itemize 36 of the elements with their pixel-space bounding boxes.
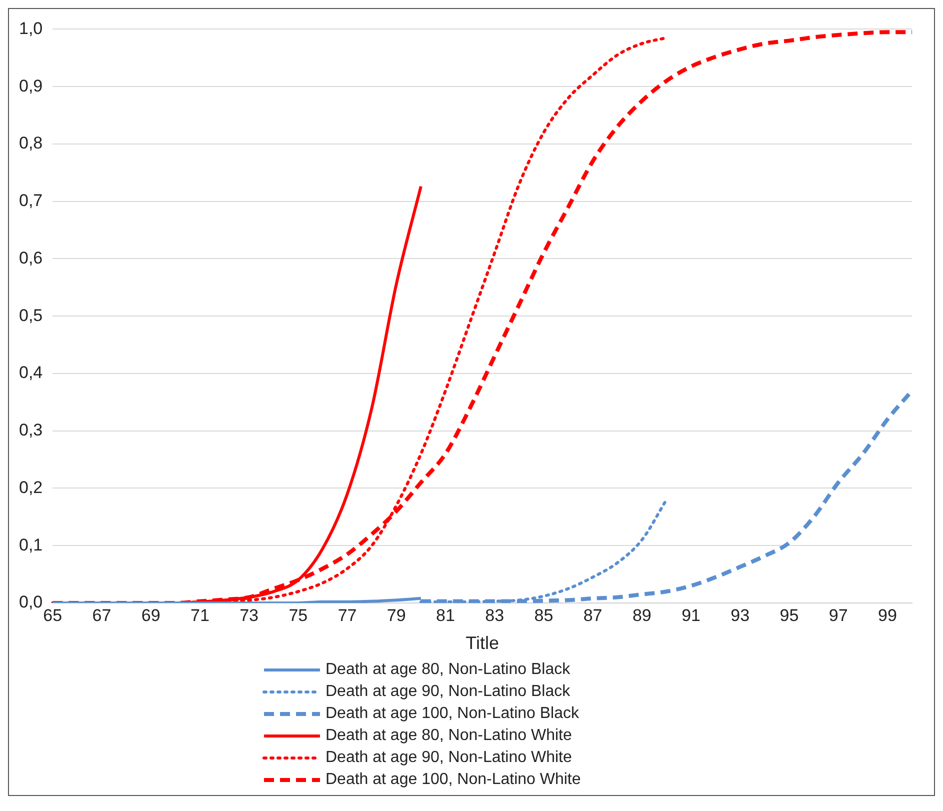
y-tick-label: 0,9 (18, 76, 43, 96)
y-tick-label: 0,1 (18, 535, 43, 554)
x-tick-label: 93 (730, 606, 750, 625)
y-tick-label: 0,6 (18, 248, 43, 268)
x-tick-label: 83 (485, 606, 504, 625)
x-tick-label: 65 (43, 606, 62, 625)
x-tick-label: 89 (632, 606, 652, 625)
y-tick-label: 0,2 (18, 478, 43, 497)
legend-label: Death at age 100, Non-Latino White (326, 770, 581, 790)
y-tick-label: 0,0 (18, 592, 43, 612)
y-tick-label: 0,8 (18, 134, 43, 153)
legend-label: Death at age 80, Non-Latino White (326, 726, 572, 746)
x-tick-label: 99 (878, 606, 897, 625)
x-tick-label: 91 (682, 606, 700, 625)
x-tick-label: 73 (240, 606, 259, 625)
x-tick-label: 67 (92, 606, 112, 625)
y-tick-label: 0,3 (18, 420, 43, 440)
x-tick-label: 77 (338, 606, 357, 625)
x-tick-label: 75 (288, 606, 308, 625)
x-axis-title: Title (466, 633, 499, 654)
x-tick-label: 71 (190, 606, 210, 625)
y-tick-label: 1,0 (18, 18, 43, 38)
x-tick-label: 69 (141, 606, 160, 625)
legend-label: Death at age 90, Non-Latino White (326, 748, 572, 768)
x-tick-label: 85 (534, 606, 554, 625)
legend-label: Death at age 100, Non-Latino Black (326, 704, 579, 724)
y-tick-label: 0,7 (18, 191, 43, 210)
x-tick-label: 87 (583, 606, 602, 625)
x-tick-label: 79 (386, 606, 406, 625)
x-tick-label: 81 (436, 606, 455, 625)
y-tick-label: 0,4 (18, 363, 43, 382)
x-tick-label: 95 (780, 606, 799, 625)
x-tick-label: 97 (828, 606, 848, 625)
legend-label: Death at age 80, Non-Latino Black (326, 660, 570, 680)
legend-label: Death at age 90, Non-Latino Black (326, 682, 570, 702)
y-tick-label: 0,5 (18, 306, 43, 325)
